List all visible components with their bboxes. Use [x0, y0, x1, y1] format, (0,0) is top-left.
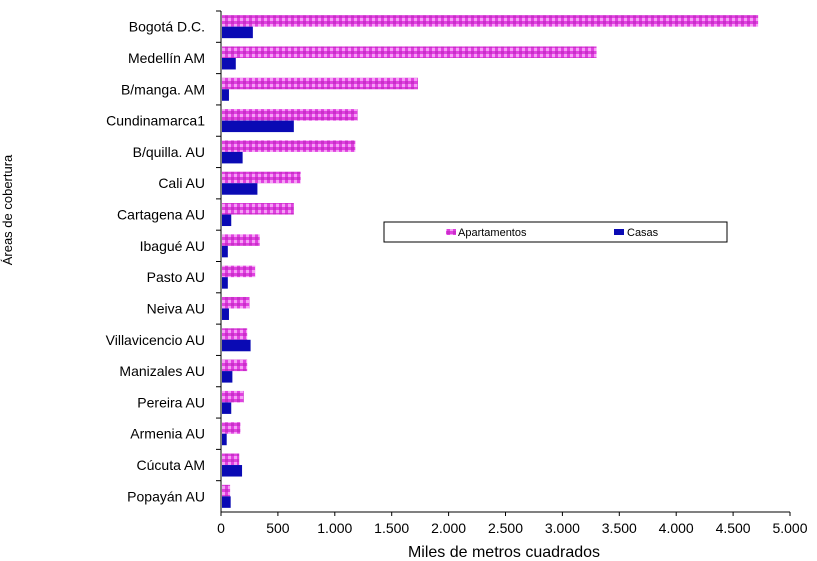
x-tick-label: 0 — [217, 520, 225, 536]
x-tick-label: 3.500 — [602, 520, 637, 536]
bar-casas — [222, 308, 229, 320]
bar-casas — [222, 496, 231, 508]
bar-apartamentos — [222, 484, 231, 497]
x-axis-label: Miles de metros cuadrados — [408, 544, 600, 561]
category-label: Cundinamarca1 — [106, 113, 205, 129]
bar-apartamentos — [222, 296, 250, 309]
x-tick-label: 3.000 — [545, 520, 580, 536]
bar-casas — [222, 371, 233, 383]
bar-apartamentos — [222, 328, 248, 340]
category-label: Ibagué AU — [140, 238, 205, 254]
category-label: Cúcuta AM — [137, 457, 205, 473]
legend-label-casas: Casas — [627, 227, 659, 239]
bar-casas — [222, 57, 236, 70]
legend-label-apartamentos: Apartamentos — [458, 227, 527, 239]
category-label: B/quilla. AU — [133, 144, 205, 160]
x-tick-label: 5.000 — [772, 520, 807, 536]
bar-apartamentos — [222, 171, 301, 184]
y-axis-label: Áreas de cobertura — [0, 154, 15, 265]
legend-box — [383, 221, 728, 243]
category-label: B/manga. AM — [121, 81, 205, 97]
bar-apartamentos — [222, 140, 356, 152]
bar-casas — [222, 402, 232, 414]
bar-casas — [222, 26, 253, 39]
legend-swatch-casas — [614, 229, 624, 235]
x-tick-label: 1.000 — [317, 520, 352, 536]
bar-casas — [222, 465, 243, 477]
bar-apartamentos — [222, 203, 294, 215]
bar-apartamentos — [222, 359, 248, 372]
legend: Apartamentos Casas — [383, 221, 728, 243]
x-tick-label: 2.000 — [431, 520, 466, 536]
category-label: Popayán AU — [127, 488, 205, 504]
category-label: Pasto AU — [147, 269, 205, 285]
bar-apartamentos — [222, 265, 256, 278]
category-label: Medellín AM — [128, 50, 205, 66]
bar-casas — [222, 245, 228, 258]
bar-casas — [222, 151, 243, 164]
bar-apartamentos — [222, 234, 260, 246]
x-tick-label: 2.500 — [488, 520, 523, 536]
bar-casas — [222, 120, 294, 133]
category-label: Neiva AU — [147, 300, 205, 316]
x-tick-label: 4.500 — [716, 520, 751, 536]
plot-area: 0 500 1.000 1.500 2.000 2.500 3.000 3.500 4.000 4… — [106, 10, 808, 536]
category-label: Cali AU — [158, 175, 205, 191]
category-label: Bogotá D.C. — [129, 19, 205, 35]
bar-apartamentos — [222, 109, 358, 121]
x-tick-label: 1.500 — [374, 520, 409, 536]
legend-swatch-apartamentos — [446, 229, 456, 235]
bar-apartamentos — [222, 422, 241, 434]
bar-apartamentos — [222, 77, 418, 90]
bar-apartamentos — [222, 453, 240, 466]
bar-apartamentos — [222, 390, 244, 403]
bar-apartamentos — [222, 15, 759, 27]
x-tick-label: 4.000 — [659, 520, 694, 536]
category-label: Pereira AU — [137, 394, 205, 410]
category-label: Cartagena AU — [117, 207, 205, 223]
category-label: Villavicencio AU — [106, 332, 205, 348]
x-tick-label: 500 — [266, 520, 290, 536]
category-label: Manizales AU — [119, 363, 205, 379]
bar-casas — [222, 89, 229, 101]
bar-apartamentos — [222, 46, 597, 58]
bar-casas — [222, 214, 232, 227]
category-label: Armenia AU — [130, 426, 205, 442]
bar-casas — [222, 183, 258, 195]
bar-casas — [222, 339, 251, 352]
bar-casas — [222, 433, 227, 446]
bar-casas — [222, 277, 228, 289]
